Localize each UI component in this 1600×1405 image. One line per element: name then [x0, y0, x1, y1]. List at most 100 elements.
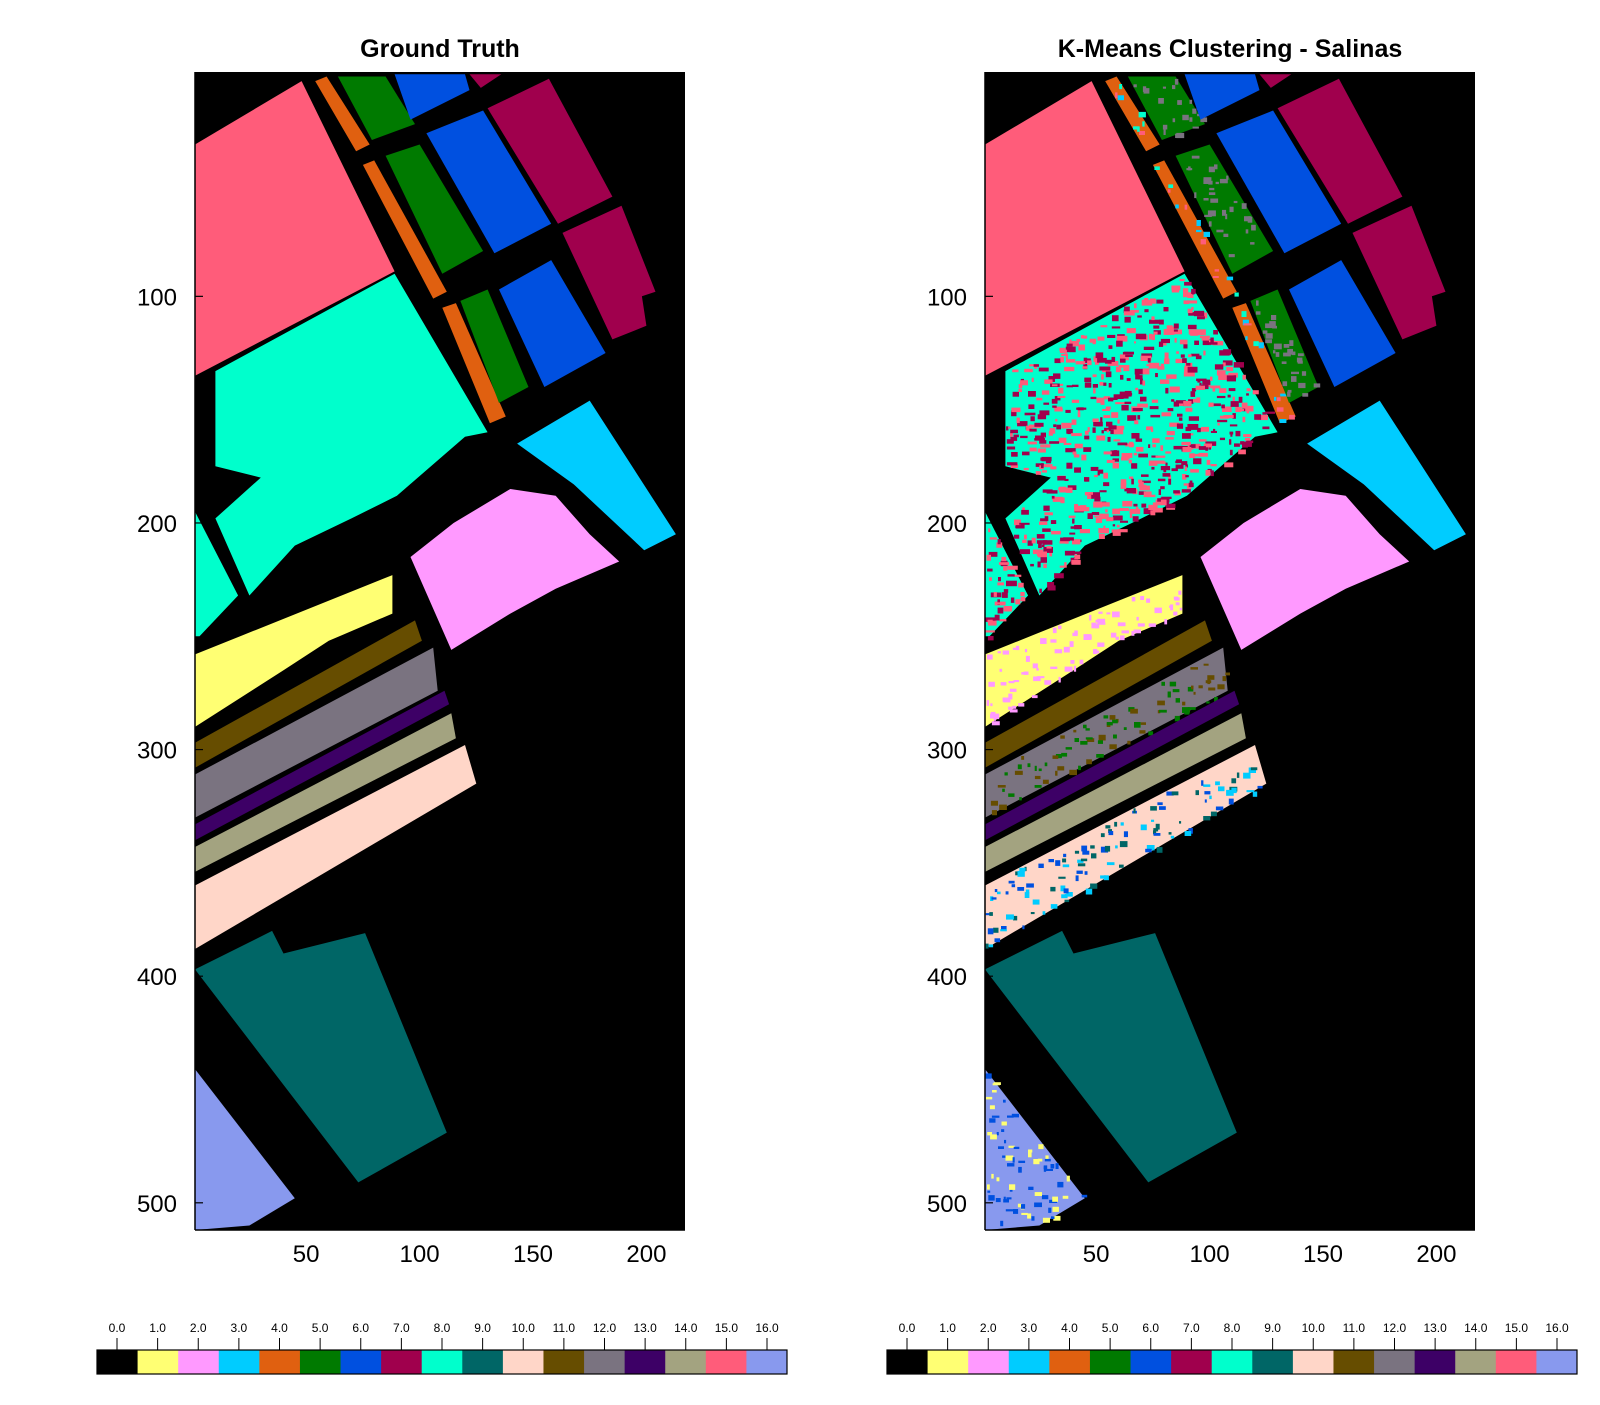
speckle-class-1 — [986, 1096, 993, 1100]
speckle-class-7 — [1207, 342, 1218, 345]
speckle-class-15 — [1122, 500, 1133, 507]
speckle-class-1 — [987, 1184, 990, 1190]
speckle-class-15 — [1188, 354, 1192, 358]
speckle-class-2 — [1072, 632, 1078, 637]
colorbar-swatch-8 — [1211, 1350, 1253, 1374]
speckle-class-15 — [1130, 309, 1139, 313]
speckle-class-15 — [1029, 447, 1037, 452]
speckle-class-7 — [1171, 468, 1178, 472]
speckle-class-15 — [1196, 397, 1201, 403]
speckle-class-7 — [1042, 489, 1053, 493]
colorbar-tick-label: 15.0 — [715, 1321, 739, 1335]
colorbar-swatch-1 — [137, 1350, 179, 1374]
speckle-class-7 — [1124, 306, 1130, 313]
speckle-class-15 — [1084, 430, 1089, 435]
speckle-class-15 — [1099, 381, 1104, 386]
colorbar-swatch-11 — [543, 1350, 585, 1374]
speckle-class-6 — [1123, 831, 1128, 838]
speckle-class-7 — [1066, 343, 1073, 347]
speckle-class-7 — [1010, 597, 1015, 603]
colorbar-swatch-3 — [218, 1350, 260, 1374]
speckle-class-15 — [1003, 606, 1013, 612]
speckle-class-15 — [1096, 435, 1106, 441]
speckle-class-15 — [1094, 515, 1101, 518]
speckle-class-8 — [1133, 126, 1140, 130]
speckle-class-7 — [1245, 441, 1252, 447]
speckle-class-11 — [1109, 715, 1116, 720]
speckle-class-3 — [1226, 789, 1234, 796]
speckle-class-15 — [1051, 530, 1061, 535]
speckle-class-2 — [1025, 655, 1030, 662]
speckle-class-2 — [1050, 639, 1057, 643]
speckle-class-7 — [1134, 368, 1144, 375]
speckle-class-11 — [1055, 770, 1058, 776]
speckle-class-7 — [1106, 421, 1113, 427]
speckle-class-15 — [1072, 539, 1081, 545]
colorbar-tick-label: 0.0 — [899, 1321, 916, 1335]
y-tick-label: 200 — [137, 511, 177, 538]
speckle-class-15 — [1093, 501, 1103, 508]
speckle-class-2 — [1012, 647, 1016, 650]
speckle-class-11 — [1208, 687, 1216, 691]
speckle-class-7 — [1140, 396, 1147, 402]
region-class-12 — [195, 647, 438, 818]
speckle-class-12 — [1245, 229, 1249, 234]
speckle-class-9 — [1195, 790, 1199, 796]
colorbar-tick-label: 0.0 — [109, 1321, 126, 1335]
speckle-class-15 — [1135, 446, 1144, 452]
speckle-class-6 — [1011, 884, 1016, 888]
speckle-class-15 — [1289, 414, 1295, 420]
speckle-class-5 — [1113, 734, 1117, 739]
speckle-class-5 — [1182, 707, 1190, 713]
region-class-4 — [315, 76, 370, 152]
speckle-class-15 — [1011, 407, 1021, 413]
speckle-class-2 — [1058, 625, 1062, 630]
speckle-class-15 — [1214, 269, 1219, 272]
speckle-class-7 — [1156, 299, 1164, 304]
speckle-class-15 — [1179, 339, 1188, 345]
speckle-class-12 — [1287, 389, 1292, 393]
speckle-class-15 — [1150, 298, 1156, 304]
colorbar-swatch-13 — [1414, 1350, 1456, 1374]
speckle-class-6 — [1055, 1163, 1059, 1169]
speckle-class-15 — [1148, 362, 1160, 369]
speckle-class-3 — [1274, 396, 1277, 401]
speckle-class-1 — [1034, 1192, 1042, 1196]
speckle-class-7 — [1188, 312, 1200, 316]
speckle-class-2 — [1110, 632, 1117, 638]
speckle-class-2 — [1008, 681, 1015, 684]
speckle-class-15 — [1014, 574, 1022, 577]
colorbar-swatch-2 — [968, 1350, 1010, 1374]
speckle-class-15 — [1242, 374, 1246, 380]
speckle-class-7 — [1238, 396, 1243, 403]
speckle-class-6 — [1057, 1181, 1064, 1188]
speckle-class-6 — [991, 897, 997, 900]
speckle-class-9 — [1077, 863, 1086, 867]
region-class-16 — [195, 1069, 295, 1230]
speckle-class-15 — [1106, 429, 1109, 433]
speckle-class-15 — [986, 554, 991, 561]
y-tick-label: 300 — [137, 738, 177, 765]
speckle-class-15 — [1129, 441, 1134, 448]
speckle-class-15 — [1020, 592, 1025, 597]
speckle-class-5 — [1206, 701, 1210, 704]
speckle-class-5 — [1017, 764, 1022, 770]
speckle-class-12 — [1226, 175, 1229, 180]
region-class-11 — [985, 620, 1212, 768]
speckle-class-7 — [1039, 410, 1050, 416]
speckle-class-15 — [1148, 333, 1153, 340]
speckle-class-15 — [1182, 447, 1192, 453]
speckle-class-11 — [1086, 759, 1092, 765]
speckle-class-7 — [1039, 588, 1042, 594]
speckle-class-7 — [1065, 346, 1076, 353]
region-class-7 — [1352, 205, 1446, 340]
speckle-class-15 — [1235, 407, 1242, 412]
speckle-class-7 — [997, 607, 1004, 614]
speckle-class-15 — [1153, 460, 1165, 464]
speckle-class-3 — [1061, 894, 1068, 899]
speckle-class-7 — [1160, 466, 1171, 471]
speckle-class-12 — [1297, 360, 1303, 364]
speckle-class-7 — [1124, 401, 1132, 404]
speckle-class-15 — [1107, 361, 1119, 366]
